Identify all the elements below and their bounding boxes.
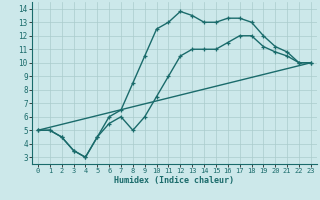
- X-axis label: Humidex (Indice chaleur): Humidex (Indice chaleur): [115, 176, 234, 185]
